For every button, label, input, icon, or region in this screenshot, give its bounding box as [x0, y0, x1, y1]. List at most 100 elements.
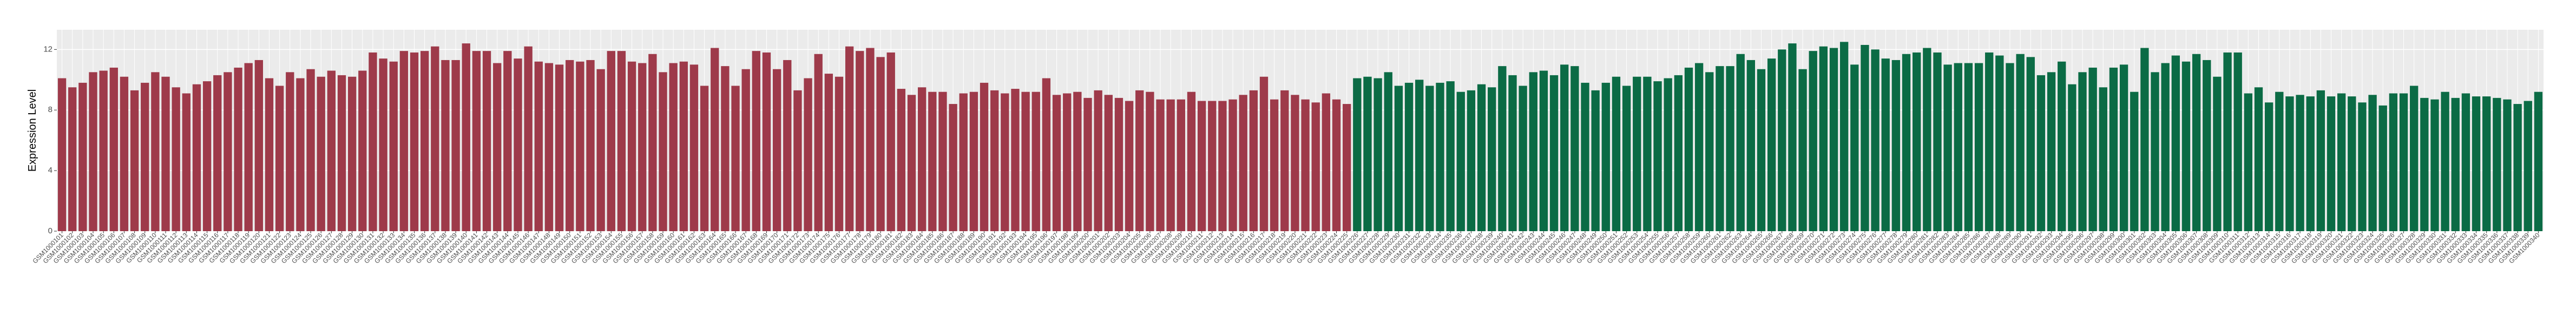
bar — [1653, 81, 1662, 231]
bar — [1913, 52, 1921, 231]
bar — [151, 72, 160, 231]
bar — [1560, 64, 1569, 232]
bar — [1664, 78, 1672, 231]
bar — [1726, 66, 1734, 232]
bar — [389, 61, 398, 231]
bar — [2399, 93, 2408, 231]
bar — [638, 63, 647, 231]
bar — [2119, 64, 2128, 232]
bar — [617, 51, 626, 231]
bar — [1125, 101, 1134, 231]
bar — [2006, 63, 2014, 231]
bar — [2192, 54, 2201, 231]
bar — [980, 82, 989, 232]
bar — [109, 67, 118, 232]
bar — [379, 58, 387, 232]
bar — [296, 78, 305, 231]
bar — [938, 91, 947, 231]
bar — [89, 72, 97, 231]
bar — [1052, 95, 1061, 231]
bar — [1778, 49, 1786, 231]
bar — [721, 66, 730, 232]
bar — [2389, 93, 2398, 231]
bar — [2513, 104, 2522, 231]
bar — [2088, 67, 2097, 232]
bar — [845, 46, 854, 232]
bar — [441, 60, 450, 231]
bar — [1974, 63, 1983, 231]
bar — [1767, 58, 1776, 232]
bar — [1342, 104, 1351, 231]
bar — [2026, 57, 2035, 232]
bar — [369, 52, 377, 231]
bar — [1601, 82, 1610, 232]
bar — [472, 51, 481, 231]
bar — [907, 95, 916, 231]
bar — [1850, 64, 1859, 232]
y-tick-label: 0 — [48, 226, 52, 236]
bar — [2524, 101, 2532, 231]
bar — [607, 51, 615, 231]
bar — [1249, 90, 1258, 231]
bar — [2306, 96, 2315, 231]
bar — [2461, 93, 2470, 231]
bar — [2213, 76, 2222, 231]
bar — [1094, 90, 1102, 231]
bar — [399, 51, 409, 231]
bar — [689, 64, 699, 232]
bar — [824, 74, 833, 231]
bar — [462, 43, 470, 231]
bar — [244, 63, 253, 231]
bar — [2420, 97, 2429, 231]
bar — [2047, 72, 2056, 231]
bar — [410, 52, 419, 231]
bar — [141, 82, 149, 232]
bar — [576, 61, 584, 231]
bar — [1073, 91, 1082, 231]
bar — [814, 54, 823, 231]
bar — [1861, 44, 1869, 232]
bar — [234, 67, 242, 232]
bar — [224, 72, 232, 231]
bar — [2078, 72, 2087, 231]
bar — [544, 63, 554, 231]
bar — [1177, 99, 1185, 231]
bar — [172, 87, 180, 232]
bar — [1570, 66, 1579, 232]
bar — [534, 61, 543, 231]
bar — [1819, 46, 1828, 232]
bar — [762, 52, 771, 231]
bar — [2410, 86, 2419, 232]
bar — [1208, 101, 1217, 231]
bar — [928, 91, 937, 231]
bar — [1643, 76, 1652, 231]
bar — [1384, 72, 1392, 231]
bar — [2327, 96, 2336, 231]
bar — [337, 75, 346, 231]
bar — [1519, 86, 1527, 232]
bar — [2223, 52, 2232, 231]
bar — [2348, 96, 2356, 231]
bar — [1549, 75, 1559, 231]
bar — [969, 91, 978, 231]
bar — [1146, 91, 1154, 231]
bar — [2493, 97, 2501, 231]
bar — [1135, 90, 1144, 231]
bar — [1798, 69, 1807, 231]
bar — [1622, 86, 1631, 232]
y-axis-title: Expression Level — [27, 89, 38, 172]
bar — [627, 61, 636, 231]
bar — [2451, 97, 2460, 231]
bar — [2358, 102, 2367, 231]
bar — [1270, 99, 1279, 231]
bar — [286, 72, 294, 231]
bar — [1736, 54, 1745, 231]
bar — [2430, 99, 2439, 231]
bar — [192, 84, 201, 232]
bar — [1114, 97, 1123, 231]
bar — [1197, 101, 1206, 231]
bar — [1995, 55, 2004, 231]
bar — [876, 57, 885, 232]
bar — [130, 90, 139, 231]
bar — [990, 90, 999, 231]
